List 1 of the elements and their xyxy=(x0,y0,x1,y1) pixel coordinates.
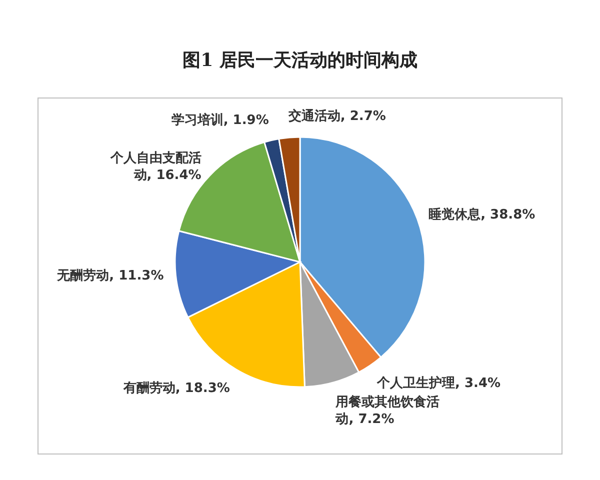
chart-title: 图1 居民一天活动的时间构成 xyxy=(182,49,418,72)
